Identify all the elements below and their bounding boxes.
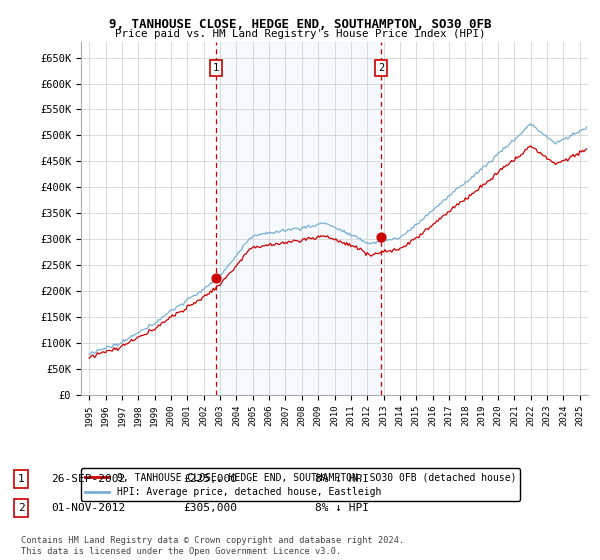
- Text: 1: 1: [212, 63, 219, 73]
- Point: [376, 232, 386, 241]
- Text: 8% ↓ HPI: 8% ↓ HPI: [315, 474, 369, 484]
- Text: Price paid vs. HM Land Registry's House Price Index (HPI): Price paid vs. HM Land Registry's House …: [115, 29, 485, 39]
- Bar: [216, 42, 381, 395]
- Text: 1: 1: [17, 474, 25, 484]
- Text: 9, TANHOUSE CLOSE, HEDGE END, SOUTHAMPTON, SO30 0FB: 9, TANHOUSE CLOSE, HEDGE END, SOUTHAMPTO…: [109, 18, 491, 31]
- Text: Contains HM Land Registry data © Crown copyright and database right 2024.
This d: Contains HM Land Registry data © Crown c…: [21, 536, 404, 556]
- Point: [211, 274, 221, 283]
- Text: £305,000: £305,000: [183, 503, 237, 513]
- Legend: 9, TANHOUSE CLOSE, HEDGE END, SOUTHAMPTON, SO30 0FB (detached house), HPI: Avera: 9, TANHOUSE CLOSE, HEDGE END, SOUTHAMPTO…: [81, 469, 520, 501]
- Text: 8% ↓ HPI: 8% ↓ HPI: [315, 503, 369, 513]
- Text: 2: 2: [17, 503, 25, 513]
- Text: 26-SEP-2002: 26-SEP-2002: [51, 474, 125, 484]
- Text: £225,000: £225,000: [183, 474, 237, 484]
- Text: 2: 2: [378, 63, 384, 73]
- Text: 01-NOV-2012: 01-NOV-2012: [51, 503, 125, 513]
